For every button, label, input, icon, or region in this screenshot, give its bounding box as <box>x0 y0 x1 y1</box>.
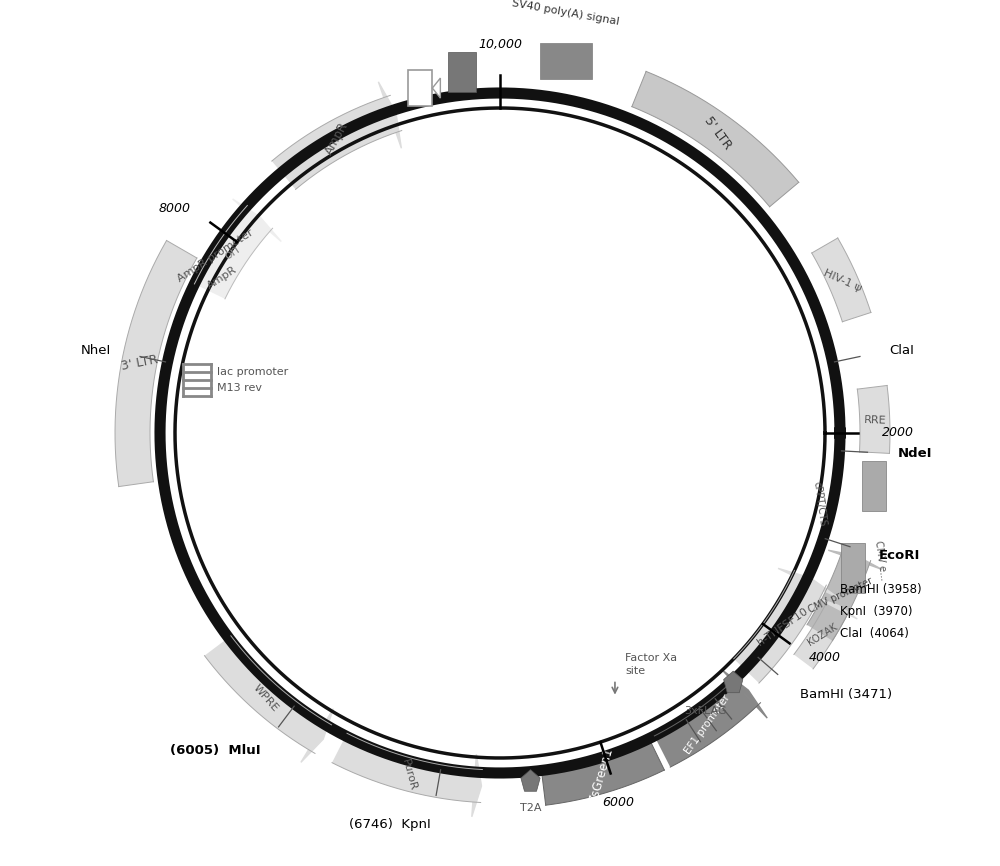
Text: KOZAK: KOZAK <box>806 621 839 648</box>
Polygon shape <box>794 603 848 669</box>
Bar <box>862 461 886 511</box>
Polygon shape <box>332 734 475 802</box>
Text: AmpR: AmpR <box>205 265 239 291</box>
Text: 3' LTR: 3' LTR <box>120 353 159 372</box>
Polygon shape <box>432 78 440 98</box>
Text: ori: ori <box>222 242 243 262</box>
Text: EcoRI: EcoRI <box>879 550 920 563</box>
Polygon shape <box>778 568 838 598</box>
Text: AmpR: AmpR <box>323 120 351 158</box>
Text: PuroR: PuroR <box>399 758 418 792</box>
Text: cPPT/CTS: cPPT/CTS <box>811 481 827 527</box>
Polygon shape <box>472 754 481 817</box>
Text: EF1 promoter: EF1 promoter <box>683 692 732 756</box>
Text: h-TNFSF10: h-TNFSF10 <box>755 606 809 648</box>
Polygon shape <box>194 209 270 299</box>
Polygon shape <box>828 550 882 569</box>
Text: RRE: RRE <box>863 415 886 425</box>
Bar <box>841 544 865 593</box>
Text: ZsGreen1: ZsGreen1 <box>587 746 616 805</box>
Text: BamHI (3958): BamHI (3958) <box>840 584 922 597</box>
Polygon shape <box>521 770 540 792</box>
Text: 4000: 4000 <box>809 651 841 664</box>
Text: CMV promoter: CMV promoter <box>806 576 874 615</box>
Text: 8000: 8000 <box>159 202 191 215</box>
Polygon shape <box>812 238 871 322</box>
Text: HIV-1 ψ: HIV-1 ψ <box>822 268 863 294</box>
Text: M13 rev: M13 rev <box>217 383 262 392</box>
Text: (6005)  MluI: (6005) MluI <box>170 745 260 758</box>
Text: T2A: T2A <box>520 803 541 812</box>
Text: SV40 poly(A) signal: SV40 poly(A) signal <box>511 0 620 27</box>
Bar <box>448 52 476 92</box>
Text: KpnI  (3970): KpnI (3970) <box>840 605 912 618</box>
Bar <box>408 70 432 106</box>
Text: ClaI  (4064): ClaI (4064) <box>840 628 909 641</box>
Polygon shape <box>632 71 799 207</box>
Text: 6000: 6000 <box>602 797 634 810</box>
Polygon shape <box>301 708 333 762</box>
Text: BamHI (3471): BamHI (3471) <box>800 688 892 701</box>
Polygon shape <box>724 671 743 693</box>
Text: NheI: NheI <box>80 344 111 357</box>
Polygon shape <box>654 681 756 767</box>
Polygon shape <box>378 81 401 148</box>
Text: 3xFLAG: 3xFLAG <box>684 706 726 716</box>
Polygon shape <box>272 98 396 190</box>
Polygon shape <box>541 739 664 805</box>
Text: lac promoter: lac promoter <box>217 366 288 377</box>
Polygon shape <box>857 385 890 454</box>
Bar <box>540 42 592 79</box>
Polygon shape <box>817 598 857 619</box>
Polygon shape <box>734 575 824 683</box>
Text: 2000: 2000 <box>882 426 914 440</box>
Polygon shape <box>722 669 767 718</box>
Text: CMV e...: CMV e... <box>873 540 889 581</box>
Text: (6746)  KpnI: (6746) KpnI <box>349 818 431 831</box>
Text: 10,000: 10,000 <box>478 38 522 51</box>
Polygon shape <box>233 199 281 242</box>
Text: WPRE: WPRE <box>251 682 280 714</box>
Text: Factor Xa
site: Factor Xa site <box>625 653 677 675</box>
Polygon shape <box>205 636 326 750</box>
Text: NdeI: NdeI <box>897 448 932 461</box>
Text: 5' LTR: 5' LTR <box>702 114 734 152</box>
Polygon shape <box>115 241 197 487</box>
Text: ClaI: ClaI <box>889 344 914 357</box>
Polygon shape <box>807 555 869 641</box>
Text: AmpR promoter: AmpR promoter <box>175 228 255 284</box>
